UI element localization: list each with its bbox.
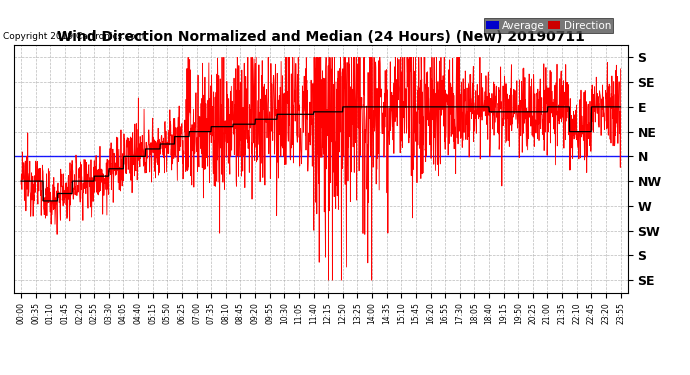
Title: Wind Direction Normalized and Median (24 Hours) (New) 20190711: Wind Direction Normalized and Median (24… (57, 30, 585, 44)
Legend: Average, Direction: Average, Direction (484, 18, 613, 33)
Text: Copyright 2019 Cartronics.com: Copyright 2019 Cartronics.com (3, 32, 145, 41)
